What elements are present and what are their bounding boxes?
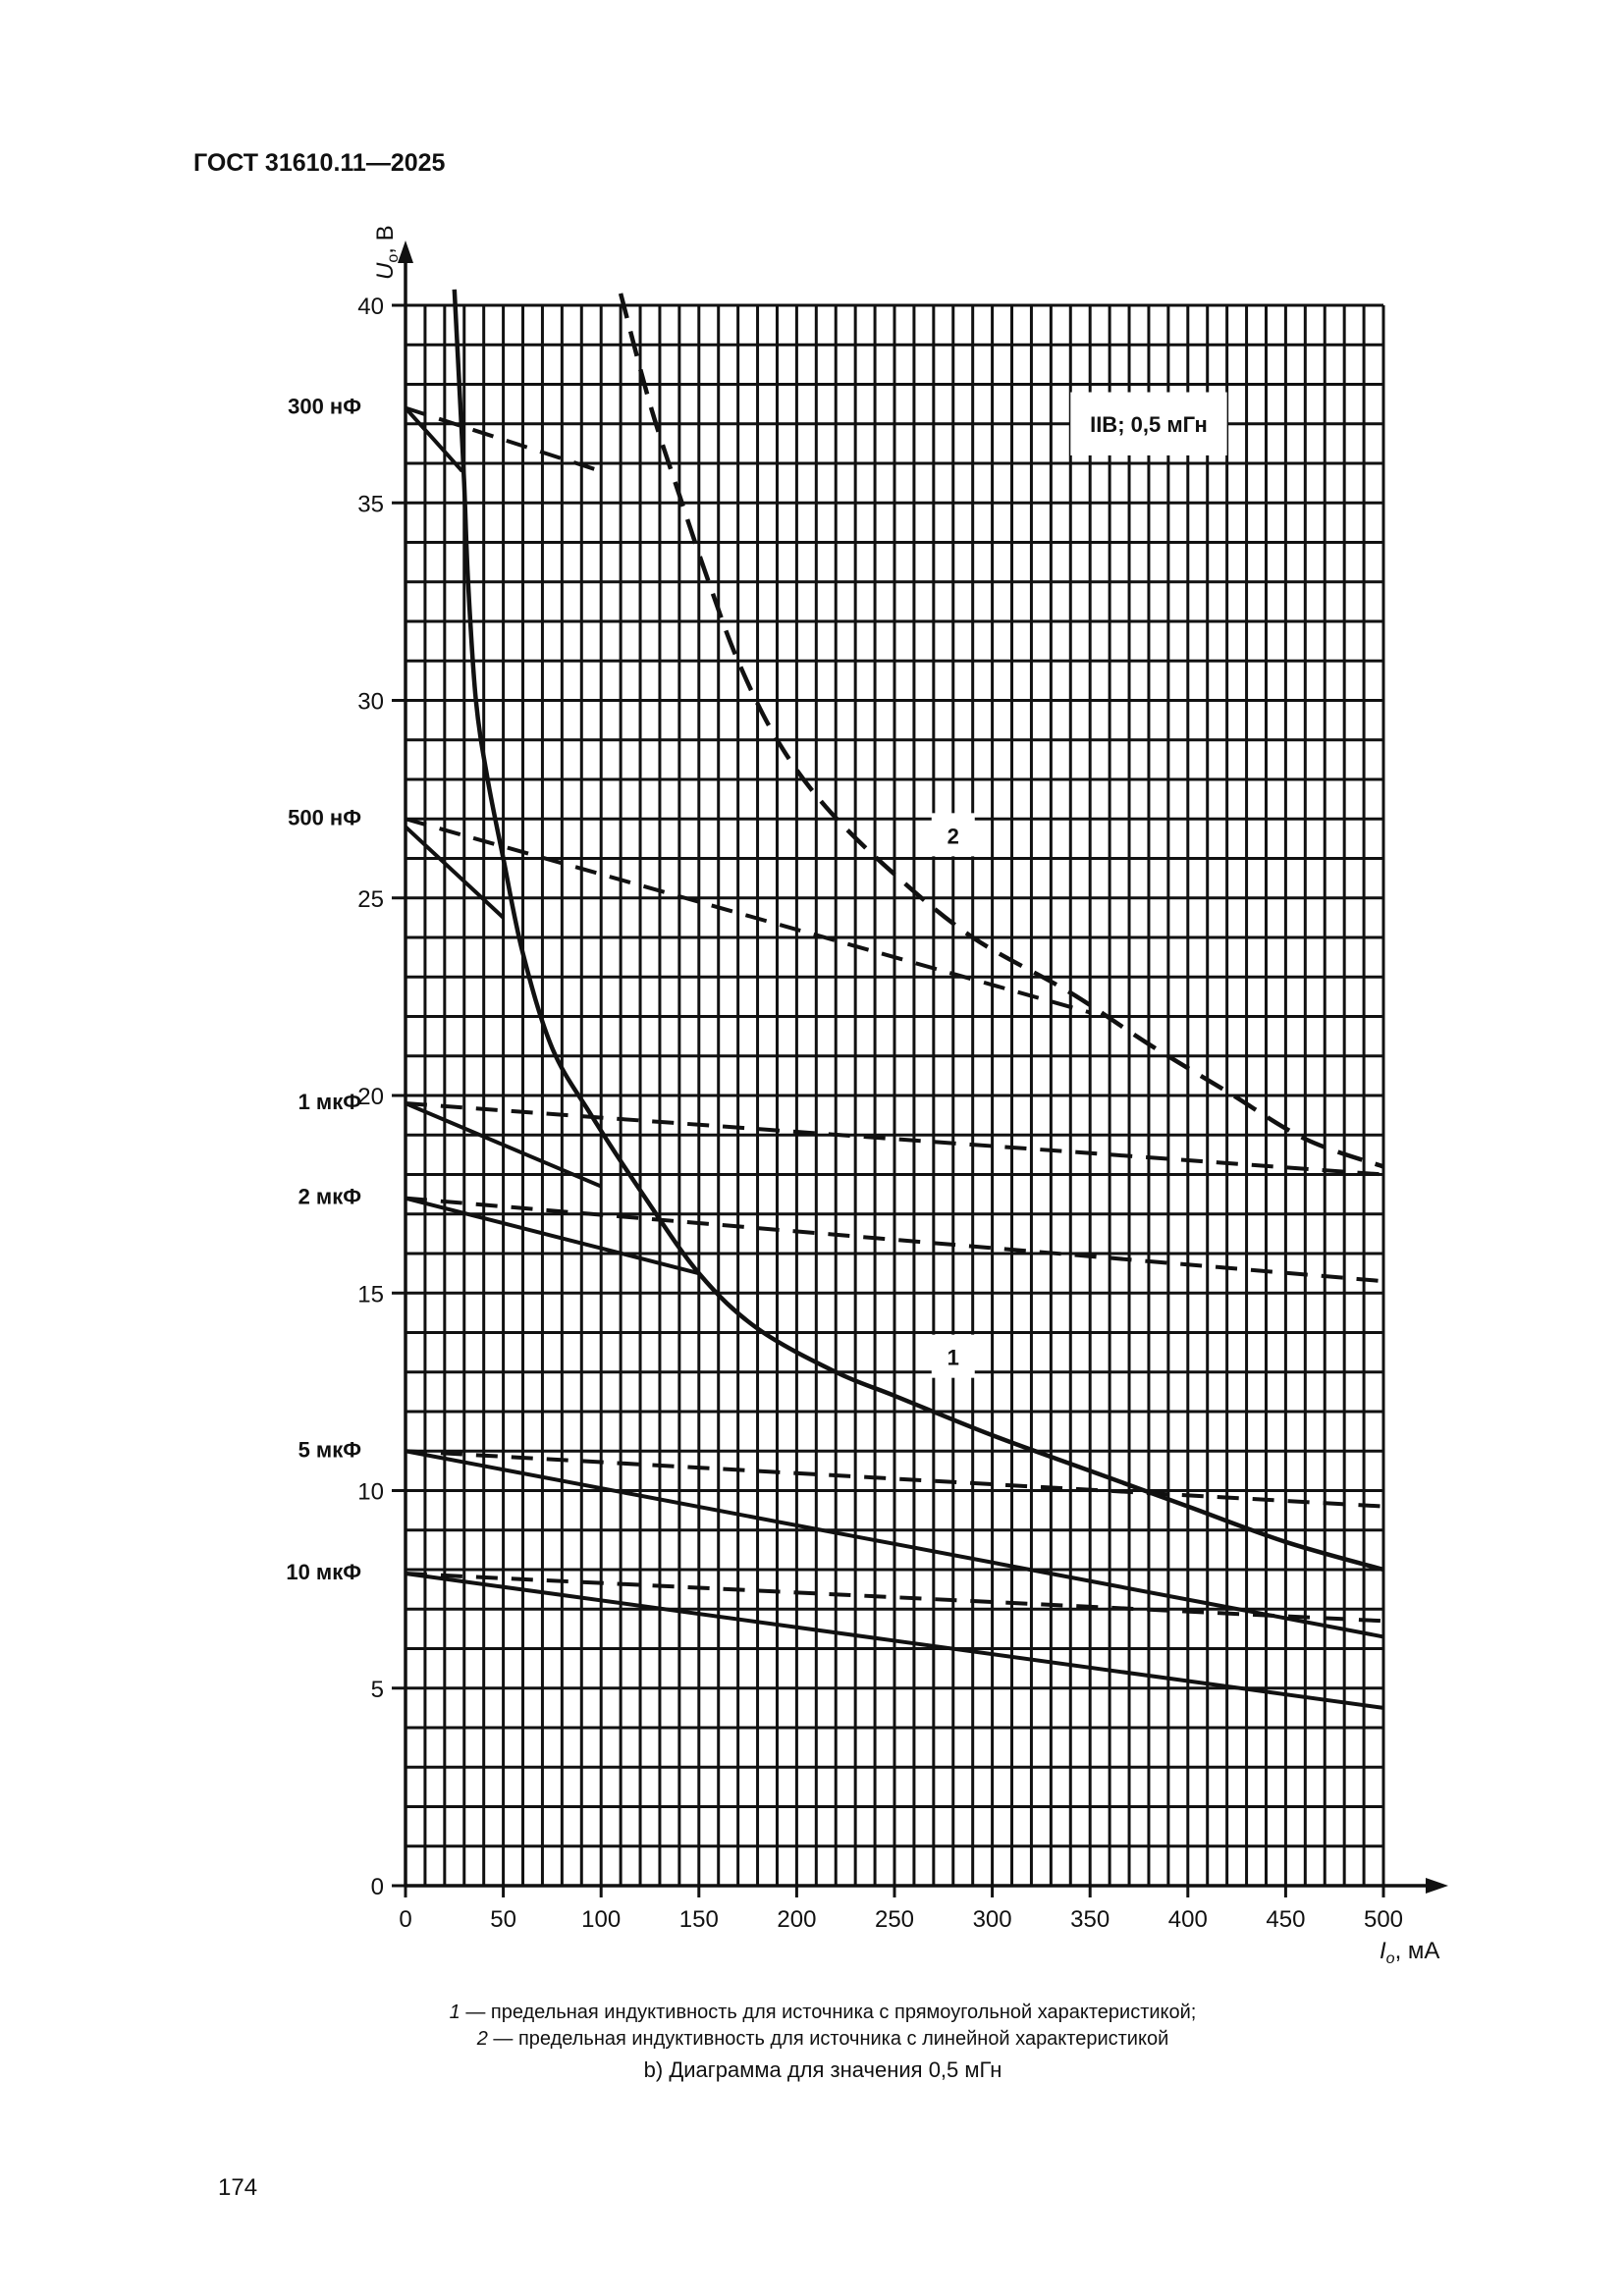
series-label: 1 (947, 1346, 959, 1370)
capacitance-dashed-line (405, 405, 602, 473)
capacitance-label: 2 мкФ (298, 1185, 362, 1209)
capacitance-solid-line (404, 825, 505, 920)
axes (398, 240, 1448, 1894)
annotation-box (1070, 392, 1227, 455)
x-tick-label: 300 (973, 1906, 1012, 1933)
series-line-1 (452, 289, 1384, 1573)
capacitance-label: 300 нФ (288, 395, 361, 419)
x-tick-label: 400 (1168, 1906, 1208, 1933)
y-tick-label: 0 (371, 1874, 384, 1900)
legend-item-2: 2 — предельная индуктивность для источни… (476, 2028, 1169, 2050)
y-tick-label: 35 (357, 491, 384, 517)
x-tick-label: 50 (490, 1906, 516, 1933)
annotation-text: IIB; 0,5 мГн (1090, 412, 1208, 437)
capacitance-solid-line (405, 1449, 1384, 1639)
series-label-box (931, 813, 975, 857)
x-tick-label: 0 (399, 1906, 411, 1933)
x-axis-arrow (1426, 1878, 1448, 1894)
capacitance-dashed-line (405, 817, 1091, 1015)
x-tick-label: 250 (875, 1906, 914, 1933)
x-tick-label: 500 (1364, 1906, 1403, 1933)
x-axis-label: Io, мА (1380, 1938, 1439, 1967)
capacitance-label: 5 мкФ (298, 1437, 362, 1462)
y-tick-label: 10 (357, 1479, 384, 1506)
y-tick-label: 30 (357, 689, 384, 716)
y-tick-label: 20 (357, 1084, 384, 1110)
y-tick-label: 15 (357, 1281, 384, 1308)
document-header: ГОСТ 31610.11—2025 (193, 149, 446, 177)
chart-caption: b) Диаграмма для значения 0,5 мГн (644, 2057, 1002, 2082)
tick-labels: 0 50 100 150 200 250 300 350 400 450 500 0 5 10 15 20 25… (357, 294, 1403, 1933)
page-number: 174 (218, 2174, 258, 2201)
capacitance-solid-line (404, 406, 464, 473)
x-tick-label: 150 (679, 1906, 719, 1933)
series (452, 289, 1384, 1573)
series-label: 2 (947, 824, 959, 848)
capacitance-solid-line (405, 1196, 700, 1276)
chart-labels: 300 нФ 500 нФ 1 мкФ 2 мкФ 5 мкФ 10 мкФ 1 2 IIB; … (286, 392, 1227, 1584)
y-axis-arrow (398, 240, 413, 263)
capacitance-label: 500 нФ (288, 805, 361, 829)
y-tick-label: 25 (357, 886, 384, 913)
y-tick-label: 40 (357, 294, 384, 320)
capacitance-solid-line (405, 1101, 602, 1189)
capacitance-label: 1 мкФ (298, 1090, 362, 1114)
y-axis-label: Uo, В (372, 225, 402, 280)
capacitance-label: 10 мкФ (286, 1560, 361, 1584)
grid (404, 303, 1385, 1888)
capacitance-lines (404, 405, 1384, 1710)
x-tick-label: 350 (1070, 1906, 1110, 1933)
x-tick-label: 100 (581, 1906, 621, 1933)
y-tick-label: 5 (371, 1677, 384, 1703)
x-tick-label: 450 (1266, 1906, 1305, 1933)
legend-item-1: 1 — предельная индуктивность для источни… (450, 2002, 1197, 2023)
x-tick-label: 200 (777, 1906, 816, 1933)
series-label-box (931, 1334, 975, 1378)
capacitance-solid-line (405, 1572, 1384, 1710)
series-line-2 (618, 293, 1384, 1169)
